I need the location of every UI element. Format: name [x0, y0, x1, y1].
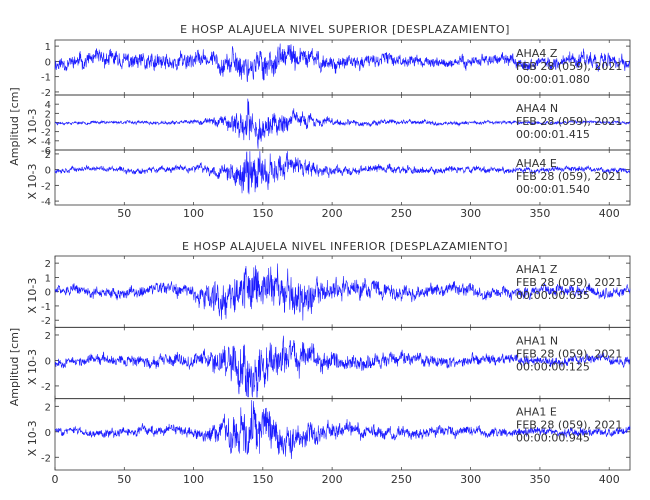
y-scale-label: X 10-3 [26, 278, 39, 314]
time-label: 00:00:01.540 [516, 183, 590, 196]
y-axis-label: Amplitud [cm] [8, 87, 21, 165]
channel-label: AHA4 Z [516, 47, 558, 60]
x-tick-label: 400 [599, 473, 620, 486]
y-tick-label: 0 [45, 119, 51, 130]
x-tick-label: 50 [117, 207, 131, 220]
waveform-trace [54, 151, 631, 195]
date-label: FEB 28 (059), 2021 [516, 170, 622, 183]
x-tick-label: 250 [391, 473, 412, 486]
x-tick-label: 100 [183, 473, 204, 486]
x-tick-label: 350 [529, 473, 550, 486]
y-tick-label: -2 [41, 316, 51, 327]
x-tick-label: 350 [529, 207, 550, 220]
x-tick-label: 300 [460, 473, 481, 486]
y-tick-label: -2 [41, 88, 51, 99]
date-label: FEB 28 (059), 2021 [516, 115, 622, 128]
y-tick-label: -4 [41, 197, 51, 208]
y-scale-label: X 10-3 [26, 109, 39, 145]
y-tick-label: 2 [45, 150, 51, 161]
bottom-figure-title: E HOSP ALAJUELA NIVEL INFERIOR [DESPLAZA… [182, 240, 508, 253]
y-tick-label: -1 [41, 302, 51, 313]
top-figure-title: E HOSP ALAJUELA NIVEL SUPERIOR [DESPLAZA… [180, 23, 510, 36]
x-tick-label: 200 [322, 473, 343, 486]
time-label: 00:00:01.080 [516, 73, 590, 86]
waveform-trace [54, 43, 631, 83]
waveform-trace [54, 335, 631, 398]
y-tick-label: -2 [41, 181, 51, 192]
y-tick-label: 2 [45, 259, 51, 270]
time-label: 00:00:01.415 [516, 128, 590, 141]
channel-label: AHA4 N [516, 102, 558, 115]
channel-label: AHA1 N [516, 334, 558, 347]
x-tick-label: 100 [183, 207, 204, 220]
y-tick-label: 0 [45, 428, 51, 439]
waveform-trace [54, 98, 631, 149]
x-tick-label: 300 [460, 207, 481, 220]
y-scale-label: X 10-3 [26, 420, 39, 456]
y-scale-label: X 10-3 [26, 349, 39, 385]
y-tick-label: -2 [41, 382, 51, 393]
y-tick-label: -6 [41, 146, 51, 157]
y-tick-label: 0 [45, 288, 51, 299]
y-tick-label: 4 [45, 100, 51, 111]
waveform-trace [54, 400, 631, 460]
x-tick-label: 250 [391, 207, 412, 220]
date-label: FEB 28 (059), 2021 [516, 60, 622, 73]
y-tick-label: 2 [45, 331, 51, 342]
x-tick-label: 50 [117, 473, 131, 486]
y-tick-label: 1 [45, 42, 51, 53]
y-tick-label: 2 [45, 402, 51, 413]
date-label: FEB 28 (059), 2021 [516, 419, 622, 432]
waveform-trace [54, 263, 631, 321]
y-tick-label: 2 [45, 109, 51, 120]
channel-label: AHA1 Z [516, 263, 558, 276]
channel-label: AHA1 E [516, 406, 557, 419]
panel-frame [54, 398, 631, 471]
y-tick-label: 1 [45, 273, 51, 284]
y-tick-label: -2 [41, 128, 51, 139]
channel-label: AHA4 E [516, 157, 557, 170]
time-label: 00:00:00.945 [516, 432, 590, 445]
y-tick-label: 0 [45, 166, 51, 177]
date-label: FEB 28 (059), 2021 [516, 276, 622, 289]
x-tick-label: 0 [52, 473, 59, 486]
time-label: 00:00:00.635 [516, 289, 590, 302]
y-tick-label: -2 [41, 453, 51, 464]
y-tick-label: 0 [45, 356, 51, 367]
date-label: FEB 28 (059), 2021 [516, 347, 622, 360]
x-tick-label: 200 [322, 207, 343, 220]
y-scale-label: X 10-3 [26, 164, 39, 200]
y-axis-label: Amplitud [cm] [8, 328, 21, 406]
y-tick-label: -1 [41, 73, 51, 84]
time-label: 00:00:00.125 [516, 360, 590, 373]
panel-frame [54, 149, 631, 206]
x-tick-label: 400 [599, 207, 620, 220]
x-tick-label: 150 [252, 473, 273, 486]
y-tick-label: 0 [45, 57, 51, 68]
x-tick-label: 150 [252, 207, 273, 220]
y-tick-label: -4 [41, 137, 51, 148]
